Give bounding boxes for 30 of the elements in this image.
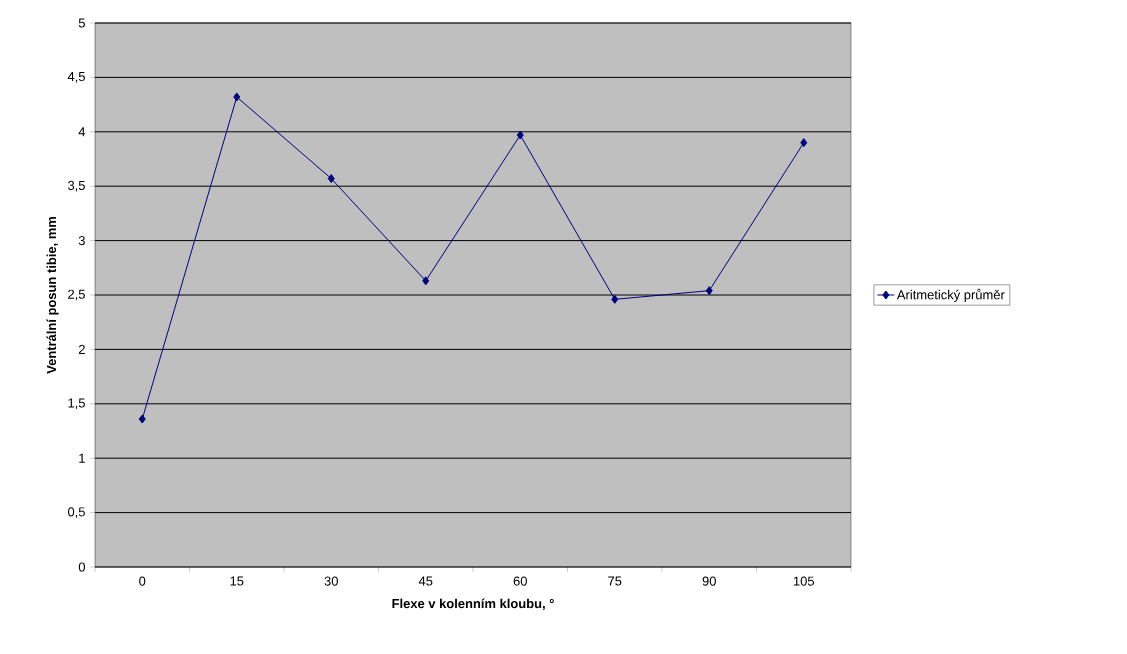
y-tick-label: 2,5: [68, 289, 85, 301]
x-tick-label: 60: [513, 576, 527, 586]
y-tick-label: 1: [79, 453, 85, 463]
x-tick-label: 105: [793, 576, 815, 586]
y-tick-label: 1,5: [68, 398, 85, 410]
point: [800, 138, 808, 148]
y-axis-title: Ventrální posun tibie, mm: [46, 216, 59, 374]
point: [705, 286, 713, 296]
x-tick-label: 0: [139, 576, 146, 586]
x-tick-label: 15: [230, 576, 244, 586]
y-tick-label: 3,5: [67, 180, 85, 192]
y-tick-label: 3: [78, 236, 85, 246]
x-tick-label: 30: [324, 576, 338, 586]
x-tick-label: 75: [608, 576, 622, 586]
point: [138, 414, 146, 424]
x-tick-label: 90: [702, 576, 716, 586]
y-tick-label: 5: [78, 18, 85, 28]
y-tick-label: 0,5: [67, 507, 85, 518]
y-tick-label: 4,5: [67, 72, 85, 83]
y-tick-label: 2: [78, 344, 85, 354]
x-tick-label: 45: [418, 576, 433, 586]
point: [233, 92, 241, 102]
point: [611, 294, 619, 304]
legend-label: Aritmetický průměr: [896, 288, 1005, 302]
point: [422, 276, 430, 286]
point: [327, 174, 335, 184]
x-axis-title: Flexe v kolenním kloubu, °: [392, 598, 554, 611]
y-tick-label: 4: [78, 127, 86, 137]
point: [516, 130, 524, 140]
y-tick-label: 0: [78, 562, 85, 572]
